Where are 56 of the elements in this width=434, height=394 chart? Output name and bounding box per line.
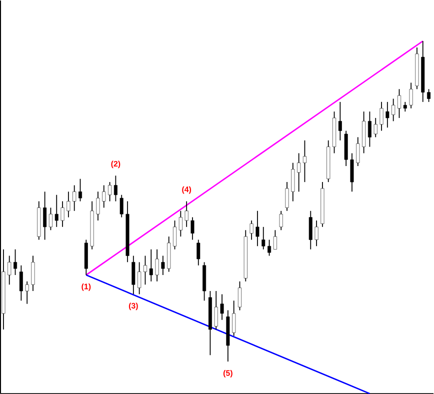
candlestick: [427, 88, 431, 102]
candlestick: [279, 210, 283, 230]
candlestick: [114, 175, 118, 202]
candlestick: [196, 239, 200, 266]
candlestick: [302, 140, 306, 182]
candlestick: [184, 200, 188, 228]
candlestick: [386, 101, 390, 128]
candlestick: [356, 136, 360, 166]
candlestick: [149, 248, 153, 282]
candlestick: [250, 220, 254, 240]
candlestick: [178, 210, 182, 237]
candlestick: [138, 262, 142, 295]
candlestick: [19, 264, 23, 301]
candlestick: [143, 255, 147, 285]
candlestick: [102, 184, 106, 208]
candlestick: [108, 181, 112, 202]
candlestick: [338, 101, 342, 141]
candlestick: [308, 210, 312, 250]
candlestick: [409, 82, 413, 109]
candlestick: [350, 152, 354, 192]
candlestick: [173, 220, 177, 250]
candlestick: [403, 101, 407, 112]
candlestick: [8, 255, 12, 285]
candlestick: [238, 280, 242, 311]
candlestick: [380, 101, 384, 132]
candlestick: [285, 181, 289, 212]
candlestick: [256, 210, 260, 246]
candlestick: [132, 255, 136, 295]
candlestick: [214, 290, 218, 330]
candlestick: [232, 300, 236, 336]
candlestick: [190, 216, 194, 240]
candlestick: [297, 152, 301, 192]
candlestick: [314, 220, 318, 246]
candlestick: [25, 280, 29, 304]
candlestick: [268, 239, 272, 256]
candlestick: [155, 248, 159, 282]
candlestick: [66, 191, 70, 218]
candlestick: [31, 255, 35, 292]
candlestick: [96, 191, 100, 221]
candlestick: [14, 248, 18, 276]
candlestick: [78, 178, 82, 202]
candlestick: [161, 255, 165, 276]
candlestick: [262, 226, 266, 250]
candlestick: [392, 98, 396, 122]
candlestick: [397, 88, 401, 118]
candlestick: [374, 117, 378, 138]
candlestick: [60, 200, 64, 228]
candlestick: [48, 207, 52, 230]
candlestick: [120, 194, 124, 218]
candlestick: [220, 294, 224, 320]
candlestick: [43, 191, 47, 240]
candlestick: [291, 162, 295, 202]
candlestick: [54, 194, 58, 228]
candlestick: [72, 184, 76, 212]
candlestick: [273, 230, 277, 250]
candlestick: [368, 110, 372, 148]
